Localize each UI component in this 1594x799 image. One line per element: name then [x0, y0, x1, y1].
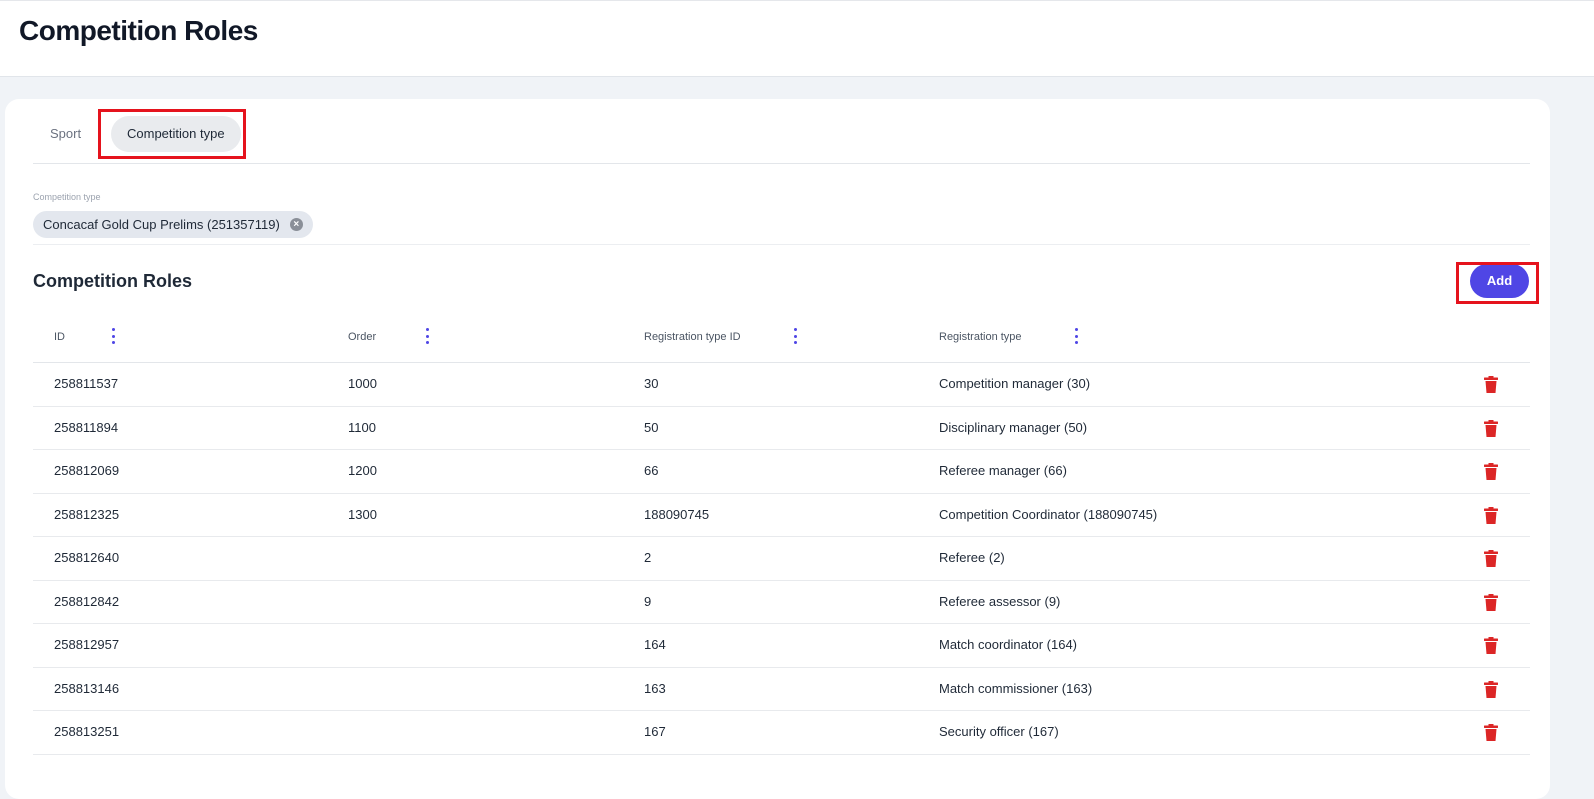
cell-registration-type: Referee assessor (9): [939, 593, 1061, 609]
trash-icon[interactable]: [1484, 593, 1498, 611]
cell-registration-type: Disciplinary manager (50): [939, 419, 1088, 435]
cell-id: 258813251: [54, 724, 120, 739]
roles-table: ID Order Registration type ID Registrati…: [33, 315, 1530, 755]
cell-id: 258812957: [54, 637, 120, 652]
column-header-registration-type[interactable]: Registration type: [939, 331, 1022, 343]
cell-registration-type-id: 9: [644, 593, 652, 609]
table-body: 258811537 1000 30 Competition manager (30) 2…: [33, 363, 1530, 755]
cell-registration-type-id: 188090745: [644, 506, 710, 522]
column-menu-icon[interactable]: [1074, 328, 1078, 344]
section-title: Competition Roles: [33, 271, 193, 291]
add-button[interactable]: Add: [1470, 264, 1529, 298]
trash-icon[interactable]: [1484, 506, 1498, 524]
column-header-order[interactable]: Order: [348, 331, 377, 343]
cell-id: 258813146: [54, 680, 120, 696]
tab-competition-type[interactable]: Competition type: [111, 116, 241, 152]
close-circle-icon[interactable]: ×: [289, 218, 303, 231]
cell-registration-type: Referee manager (66): [939, 463, 1067, 478]
cell-id: 258811894: [54, 419, 119, 435]
cell-registration-type-id: 167: [644, 724, 666, 739]
cell-registration-type: Match coordinator (164): [939, 637, 1078, 652]
tab-sport[interactable]: Sport: [50, 126, 82, 141]
table-row[interactable]: 258813251 167 Security officer (167): [33, 711, 1530, 755]
trash-icon[interactable]: [1484, 680, 1498, 698]
cell-id: 258811537: [54, 376, 119, 391]
cell-registration-type-id: 2: [644, 550, 652, 565]
cell-registration-type-id: 163: [644, 680, 666, 696]
cell-registration-type: Competition Coordinator (188090745): [939, 506, 1158, 522]
table-row[interactable]: 258812842 9 Referee assessor (9): [33, 581, 1530, 624]
cell-registration-type: Security officer (167): [939, 724, 1059, 739]
competition-type-chip[interactable]: Concacaf Gold Cup Prelims (251357119) ×: [33, 211, 313, 238]
cell-id: 258812842: [54, 593, 120, 609]
cell-id: 258812325: [54, 506, 120, 522]
trash-icon[interactable]: [1484, 724, 1498, 741]
content-card: Sport Competition type Competition type …: [5, 99, 1550, 799]
cell-order: 1000: [348, 376, 377, 391]
trash-icon[interactable]: [1484, 419, 1498, 437]
table-row[interactable]: 258813146 163 Match commissioner (163): [33, 668, 1530, 711]
table-row[interactable]: 258811537 1000 30 Competition manager (30): [33, 363, 1530, 407]
column-header-id[interactable]: ID: [54, 331, 65, 343]
column-menu-icon[interactable]: [111, 328, 115, 344]
column-header-registration-type-id[interactable]: Registration type ID: [644, 331, 741, 343]
column-menu-icon[interactable]: [425, 328, 429, 344]
table-row[interactable]: 258812957 164 Match coordinator (164): [33, 624, 1530, 668]
cell-registration-type-id: 66: [644, 463, 659, 478]
chip-label: Concacaf Gold Cup Prelims (251357119): [43, 217, 280, 232]
cell-order: 1200: [348, 463, 377, 478]
tab-bar: Sport Competition type: [33, 116, 1530, 164]
top-bar: Competition Roles: [0, 0, 1594, 77]
cell-id: 258812069: [54, 463, 120, 478]
competition-type-label: Competition type: [33, 192, 101, 202]
cell-registration-type: Competition manager (30): [939, 376, 1091, 391]
cell-registration-type-id: 50: [644, 419, 659, 435]
cell-registration-type: Match commissioner (163): [939, 680, 1093, 696]
page-title: Competition Roles: [19, 15, 258, 46]
table-row[interactable]: 258812069 1200 66 Referee manager (66): [33, 450, 1530, 494]
table-row[interactable]: 258811894 1100 50 Disciplinary manager (50): [33, 407, 1530, 450]
table-row[interactable]: 258812640 2 Referee (2): [33, 537, 1530, 581]
table-header: ID Order Registration type ID Registrati…: [33, 315, 1530, 363]
cell-order: 1300: [348, 506, 377, 522]
trash-icon[interactable]: [1484, 376, 1498, 393]
cell-order: 1100: [348, 419, 376, 435]
table-row[interactable]: 258812325 1300 188090745 Competition Coordi…: [33, 494, 1530, 537]
divider: [33, 244, 1530, 245]
cell-registration-type: Referee (2): [939, 550, 1005, 565]
trash-icon[interactable]: [1484, 463, 1498, 480]
cell-registration-type-id: 30: [644, 376, 659, 391]
trash-icon[interactable]: [1484, 637, 1498, 654]
column-menu-icon[interactable]: [793, 328, 797, 344]
cell-id: 258812640: [54, 550, 120, 565]
cell-registration-type-id: 164: [644, 637, 666, 652]
trash-icon[interactable]: [1484, 550, 1498, 567]
